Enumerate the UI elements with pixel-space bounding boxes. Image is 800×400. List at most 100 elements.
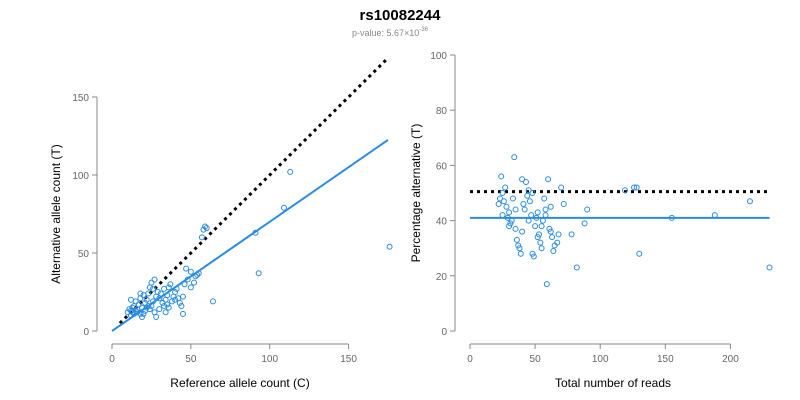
y-tick-label: 80 [436,106,448,117]
data-point [581,220,588,227]
x-axis-label: Reference allele count (C) [170,376,309,390]
x-tick-label: 150 [340,354,357,365]
data-point [542,212,549,219]
data-point [532,223,539,230]
data-point [287,168,294,175]
y-tick-label: 100 [430,51,447,62]
data-point [143,304,150,311]
data-point [202,223,209,230]
y-tick-label: 50 [78,249,90,260]
data-point [538,223,545,230]
data-point [148,279,155,286]
x-tick-label: 50 [185,354,197,365]
data-point [520,201,527,208]
data-point [495,201,502,208]
data-point [536,231,543,238]
data-point [547,203,554,210]
data-point [172,296,179,303]
y-tick-label: 60 [436,161,448,172]
data-point [522,178,529,185]
data-point [164,301,171,308]
data-point [138,313,145,320]
y-tick-label: 150 [72,93,89,104]
y-tick-label: 40 [436,217,448,228]
data-point [137,310,144,317]
data-point [503,203,510,210]
x-tick-label: 150 [657,354,674,365]
data-point [513,236,520,243]
y-axis-label: Percentage alternative (T) [409,124,423,263]
y-tick-label: 20 [436,272,448,283]
data-point [509,195,516,202]
data-point [524,192,531,199]
data-point [668,214,675,221]
x-tick-label: 100 [261,354,278,365]
fit-line [111,139,389,332]
data-point [252,229,259,236]
data-point [499,212,506,219]
data-point [534,209,541,216]
data-point [161,303,168,310]
data-point [512,225,519,232]
data-point [176,299,183,306]
data-point [526,198,533,205]
data-point [496,195,503,202]
data-point [198,234,205,241]
y-tick-label: 100 [72,171,89,182]
pvalue-text: p-value: 5.67 [352,28,404,38]
data-point [555,231,562,238]
data-point [541,195,548,202]
data-point [498,173,505,180]
data-point [127,312,134,319]
data-point [194,271,201,278]
data-point [546,225,553,232]
data-point [558,184,565,191]
data-point [499,190,506,196]
data-point [543,281,550,288]
data-point [500,198,507,205]
data-point [172,289,179,295]
data-point [150,298,157,305]
x-tick-label: 200 [722,354,739,365]
data-point [711,212,718,219]
data-point [179,310,186,317]
data-point [126,306,133,313]
data-point [156,306,163,313]
data-point [140,310,147,317]
data-point [255,270,262,277]
data-point [132,298,139,305]
data-point [145,303,152,310]
y-axis-label: Alternative allele count (T) [49,144,63,283]
data-point [516,245,523,252]
data-point [508,217,515,224]
data-point [538,245,545,252]
data-point [142,307,149,314]
pvalue-times: ×10 [404,28,419,38]
data-point [200,226,207,233]
data-point [135,301,142,308]
reference-line [118,56,390,325]
data-point [506,209,513,216]
data-point [542,206,549,213]
data-point [529,250,536,257]
data-point [167,281,174,288]
y-tick-label: 0 [441,327,447,338]
data-point [528,212,535,219]
data-point [157,290,164,297]
data-point [280,204,287,211]
data-point [517,250,524,257]
data-point [191,279,198,286]
data-point [533,214,540,221]
data-point [181,281,188,288]
x-tick-label: 50 [530,354,542,365]
data-point [633,184,640,191]
data-point [153,313,160,320]
data-point [511,154,518,161]
data-point [512,206,519,213]
data-point [192,273,199,280]
data-point [203,225,210,232]
data-point [525,217,532,224]
data-point [145,290,152,297]
data-point [183,265,190,272]
